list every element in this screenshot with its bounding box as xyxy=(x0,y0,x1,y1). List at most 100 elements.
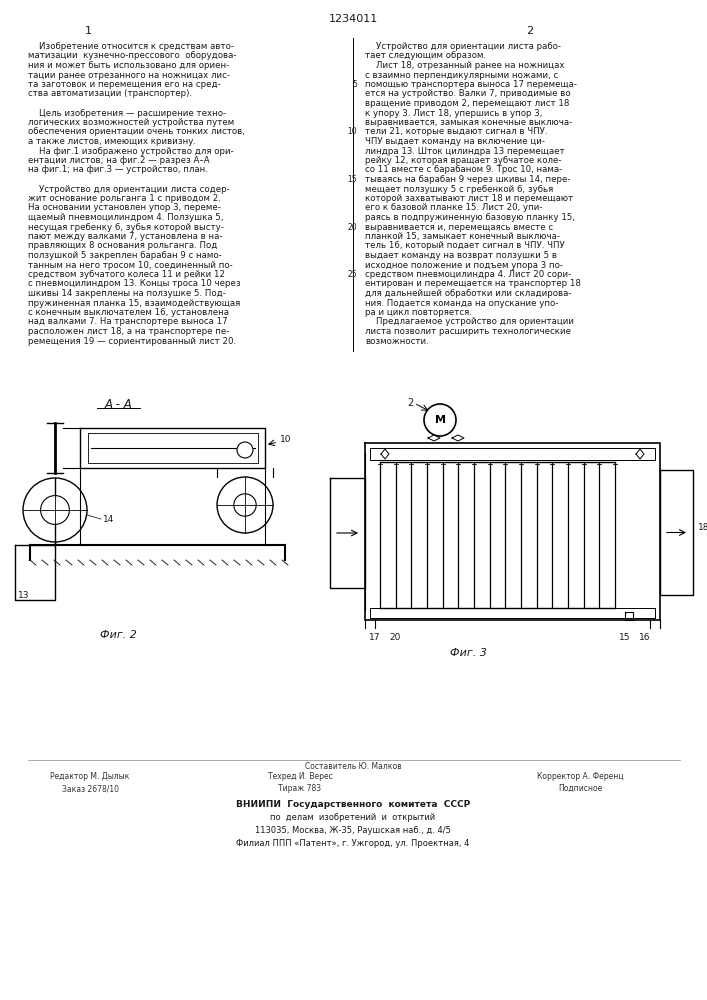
Text: которой захватывают лист 18 и перемещают: которой захватывают лист 18 и перемещают xyxy=(365,194,573,203)
Text: M: M xyxy=(435,415,445,425)
Text: 10: 10 xyxy=(280,436,291,444)
Text: возможности.: возможности. xyxy=(365,336,428,346)
Text: 1234011: 1234011 xyxy=(328,14,378,24)
Text: вращение приводом 2, перемещают лист 18: вращение приводом 2, перемещают лист 18 xyxy=(365,99,569,108)
Text: матизации  кузнечно-прессового  оборудова-: матизации кузнечно-прессового оборудова- xyxy=(28,51,237,60)
Text: 18: 18 xyxy=(698,523,707,532)
Text: Заказ 2678/10: Заказ 2678/10 xyxy=(62,784,119,793)
Text: 2: 2 xyxy=(407,398,413,408)
Text: Изобретение относится к средствам авто-: Изобретение относится к средствам авто- xyxy=(28,42,234,51)
Text: Устройство для ориентации листа рабо-: Устройство для ориентации листа рабо- xyxy=(365,42,561,51)
Text: правляющих 8 основания рольганга. Под: правляющих 8 основания рольганга. Под xyxy=(28,241,217,250)
Text: ния и может быть использовано для ориен-: ния и может быть использовано для ориен- xyxy=(28,61,229,70)
Text: Лист 18, отрезанный ранее на ножницах: Лист 18, отрезанный ранее на ножницах xyxy=(365,61,564,70)
Text: 113035, Москва, Ж-35, Раушская наб., д. 4/5: 113035, Москва, Ж-35, Раушская наб., д. … xyxy=(255,826,451,835)
Text: выравнивается, замыкая конечные выключа-: выравнивается, замыкая конечные выключа- xyxy=(365,118,572,127)
Circle shape xyxy=(237,442,253,458)
Text: с конечным выключателем 16, установлена: с конечным выключателем 16, установлена xyxy=(28,308,229,317)
Text: 25: 25 xyxy=(347,270,357,279)
Text: ентации листов; на фиг.2 — разрез А–А: ентации листов; на фиг.2 — разрез А–А xyxy=(28,156,209,165)
Text: щаемый пневмоцилиндром 4. Ползушка 5,: щаемый пневмоцилиндром 4. Ползушка 5, xyxy=(28,213,223,222)
Text: 15: 15 xyxy=(347,175,357,184)
Text: на фиг.1; на фиг.3 — устройство, план.: на фиг.1; на фиг.3 — устройство, план. xyxy=(28,165,208,174)
Text: 20: 20 xyxy=(390,633,401,642)
Text: над валками 7. На транспортере выноса 17: над валками 7. На транспортере выноса 17 xyxy=(28,318,228,326)
Text: его к базовой планке 15. Лист 20, упи-: его к базовой планке 15. Лист 20, упи- xyxy=(365,204,542,213)
Text: 13: 13 xyxy=(18,590,30,599)
Text: а также листов, имеющих кривизну.: а также листов, имеющих кривизну. xyxy=(28,137,196,146)
Text: с взаимно перпендикулярными ножами, с: с взаимно перпендикулярными ножами, с xyxy=(365,70,559,80)
Text: 2: 2 xyxy=(527,26,534,36)
Text: исходное положение и подъем упора 3 по-: исходное положение и подъем упора 3 по- xyxy=(365,260,563,269)
Text: На фиг.1 изображено устройство для ори-: На фиг.1 изображено устройство для ори- xyxy=(28,146,234,155)
Text: Подписное: Подписное xyxy=(558,784,602,793)
Text: к упору 3. Лист 18, упершись в упор 3,: к упору 3. Лист 18, упершись в упор 3, xyxy=(365,108,542,117)
Text: помощью транспортера выноса 17 перемеща-: помощью транспортера выноса 17 перемеща- xyxy=(365,80,577,89)
Text: 5: 5 xyxy=(352,80,357,89)
Text: планкой 15, замыкает конечный выключа-: планкой 15, замыкает конечный выключа- xyxy=(365,232,560,241)
Circle shape xyxy=(234,494,256,516)
Text: 14: 14 xyxy=(103,514,115,524)
Text: ВНИИПИ  Государственного  комитета  СССР: ВНИИПИ Государственного комитета СССР xyxy=(236,800,470,809)
Text: Предлагаемое устройство для ориентации: Предлагаемое устройство для ориентации xyxy=(365,318,574,326)
Text: ентирован и перемещается на транспортер 18: ентирован и перемещается на транспортер … xyxy=(365,279,581,288)
Text: по  делам  изобретений  и  открытий: по делам изобретений и открытий xyxy=(271,813,436,822)
Text: тель 16, который подает сигнал в ЧПУ. ЧПУ: тель 16, который подает сигнал в ЧПУ. ЧП… xyxy=(365,241,565,250)
Text: раясь в подпружиненную базовую планку 15,: раясь в подпружиненную базовую планку 15… xyxy=(365,213,575,222)
Text: тает следующим образом.: тает следующим образом. xyxy=(365,51,486,60)
Text: Тираж 783: Тираж 783 xyxy=(279,784,322,793)
Text: выравнивается и, перемещаясь вместе с: выравнивается и, перемещаясь вместе с xyxy=(365,223,553,232)
Text: выдает команду на возврат ползушки 5 в: выдает команду на возврат ползушки 5 в xyxy=(365,251,557,260)
Text: тели 21, которые выдают сигнал в ЧПУ.: тели 21, которые выдают сигнал в ЧПУ. xyxy=(365,127,547,136)
Circle shape xyxy=(217,477,273,533)
Text: средством пневмоцилиндра 4. Лист 20 сори-: средством пневмоцилиндра 4. Лист 20 сори… xyxy=(365,270,571,279)
Text: 17: 17 xyxy=(369,633,381,642)
Text: Техред И. Верес: Техред И. Верес xyxy=(268,772,332,781)
Text: листа позволит расширить технологические: листа позволит расширить технологические xyxy=(365,327,571,336)
Text: 15: 15 xyxy=(619,633,631,642)
Text: 1: 1 xyxy=(85,26,91,36)
Text: Корректор А. Ференц: Корректор А. Ференц xyxy=(537,772,624,781)
Text: тываясь на барабан 9 через шкивы 14, пере-: тываясь на барабан 9 через шкивы 14, пер… xyxy=(365,175,571,184)
Text: 16: 16 xyxy=(639,633,650,642)
Text: со 11 вместе с барабаном 9. Трос 10, нама-: со 11 вместе с барабаном 9. Трос 10, нам… xyxy=(365,165,562,174)
Text: жит основание рольганга 1 с приводом 2.: жит основание рольганга 1 с приводом 2. xyxy=(28,194,221,203)
Text: Фиг. 2: Фиг. 2 xyxy=(100,630,136,640)
Text: несущая гребенку 6, зубья которой высту-: несущая гребенку 6, зубья которой высту- xyxy=(28,223,224,232)
Text: логических возможностей устройства путем: логических возможностей устройства путем xyxy=(28,118,234,127)
Text: ползушкой 5 закреплен барабан 9 с намо-: ползушкой 5 закреплен барабан 9 с намо- xyxy=(28,251,222,260)
Text: рейку 12, которая вращает зубчатое коле-: рейку 12, которая вращает зубчатое коле- xyxy=(365,156,561,165)
Text: Цель изобретения — расширение техно-: Цель изобретения — расширение техно- xyxy=(28,108,226,117)
Text: пружиненная планка 15, взаимодействующая: пружиненная планка 15, взаимодействующая xyxy=(28,298,240,308)
Text: Филиал ППП «Патент», г. Ужгород, ул. Проектная, 4: Филиал ППП «Патент», г. Ужгород, ул. Про… xyxy=(236,839,469,848)
Text: На основании установлен упор 3, переме-: На основании установлен упор 3, переме- xyxy=(28,204,221,213)
Circle shape xyxy=(40,496,69,524)
Text: обеспечения ориентации очень тонких листов,: обеспечения ориентации очень тонких лист… xyxy=(28,127,245,136)
Text: ремещения 19 — сориентированный лист 20.: ремещения 19 — сориентированный лист 20. xyxy=(28,336,236,346)
Text: Редактор М. Дылык: Редактор М. Дылык xyxy=(50,772,129,781)
Text: А - А: А - А xyxy=(104,398,132,411)
Text: ЧПУ выдает команду на включение ци-: ЧПУ выдает команду на включение ци- xyxy=(365,137,545,146)
Text: расположен лист 18, а на транспортере пе-: расположен лист 18, а на транспортере пе… xyxy=(28,327,229,336)
Text: Устройство для ориентации листа содер-: Устройство для ориентации листа содер- xyxy=(28,184,230,194)
Text: для дальнейшей обработки или складирова-: для дальнейшей обработки или складирова- xyxy=(365,289,571,298)
Text: 20: 20 xyxy=(347,223,357,232)
Circle shape xyxy=(23,478,87,542)
Text: ется на устройство. Валки 7, приводимые во: ется на устройство. Валки 7, приводимые … xyxy=(365,90,571,99)
Text: 10: 10 xyxy=(347,127,357,136)
Text: танным на него тросом 10, соединенный по-: танным на него тросом 10, соединенный по… xyxy=(28,260,233,269)
Text: шкивы 14 закреплены на ползушке 5. Под-: шкивы 14 закреплены на ползушке 5. Под- xyxy=(28,289,226,298)
Text: мещает ползушку 5 с гребенкой 6, зубья: мещает ползушку 5 с гребенкой 6, зубья xyxy=(365,184,554,194)
Text: средством зубчатого колеса 11 и рейки 12: средством зубчатого колеса 11 и рейки 12 xyxy=(28,270,225,279)
Circle shape xyxy=(424,404,456,436)
Text: та заготовок и перемещения его на сред-: та заготовок и перемещения его на сред- xyxy=(28,80,221,89)
Text: ния. Подается команда на опускание упо-: ния. Подается команда на опускание упо- xyxy=(365,298,559,308)
Text: ства автоматизации (транспортер).: ства автоматизации (транспортер). xyxy=(28,90,192,99)
Text: ра и цикл повторяется.: ра и цикл повторяется. xyxy=(365,308,472,317)
Text: линдра 13. Шток цилиндра 13 перемещает: линдра 13. Шток цилиндра 13 перемещает xyxy=(365,146,565,155)
Text: пают между валками 7, установлена в на-: пают между валками 7, установлена в на- xyxy=(28,232,223,241)
Text: с пневмоцилиндром 13. Концы троса 10 через: с пневмоцилиндром 13. Концы троса 10 чер… xyxy=(28,279,240,288)
Text: тации ранее отрезанного на ножницах лис-: тации ранее отрезанного на ножницах лис- xyxy=(28,70,230,80)
Text: Фиг. 3: Фиг. 3 xyxy=(450,648,486,658)
Text: Составитель Ю. Малков: Составитель Ю. Малков xyxy=(305,762,402,771)
